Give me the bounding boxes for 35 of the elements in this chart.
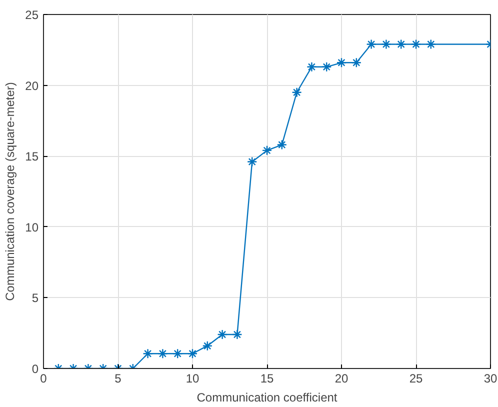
- point: [217, 329, 228, 340]
- point: [381, 39, 392, 50]
- x-tick-label: 15: [260, 372, 274, 386]
- x-axis-title: Communication coefficient: [196, 390, 338, 404]
- y-axis-title: Communication coverage (square-meter): [3, 82, 18, 301]
- y-tick-label: 20: [25, 78, 39, 93]
- x-tick-label: 10: [186, 372, 200, 386]
- point: [322, 62, 332, 72]
- y-tick-label: 15: [25, 150, 39, 164]
- point: [262, 145, 272, 156]
- point: [276, 140, 287, 150]
- point: [410, 39, 422, 50]
- point: [172, 348, 183, 359]
- point: [292, 87, 302, 98]
- point: [306, 62, 317, 72]
- y-tick-label: 5: [32, 291, 39, 306]
- x-tick-label: 5: [114, 372, 122, 386]
- x-tick-label: 0: [40, 372, 48, 386]
- point: [142, 348, 153, 359]
- point: [426, 39, 436, 50]
- x-tick-label: 30: [484, 372, 498, 386]
- x-tick-label: 25: [409, 372, 423, 386]
- point: [351, 58, 362, 68]
- point: [396, 39, 406, 50]
- point: [336, 58, 347, 68]
- point: [232, 329, 242, 340]
- x-tick-label: 20: [334, 372, 348, 386]
- y-tick-label: 10: [25, 220, 39, 234]
- point: [202, 340, 212, 351]
- point: [247, 156, 258, 167]
- y-tick-label: 25: [25, 8, 39, 22]
- point: [187, 348, 198, 359]
- y-tick-label: 0: [32, 362, 39, 376]
- point: [366, 39, 376, 50]
- point: [158, 348, 168, 359]
